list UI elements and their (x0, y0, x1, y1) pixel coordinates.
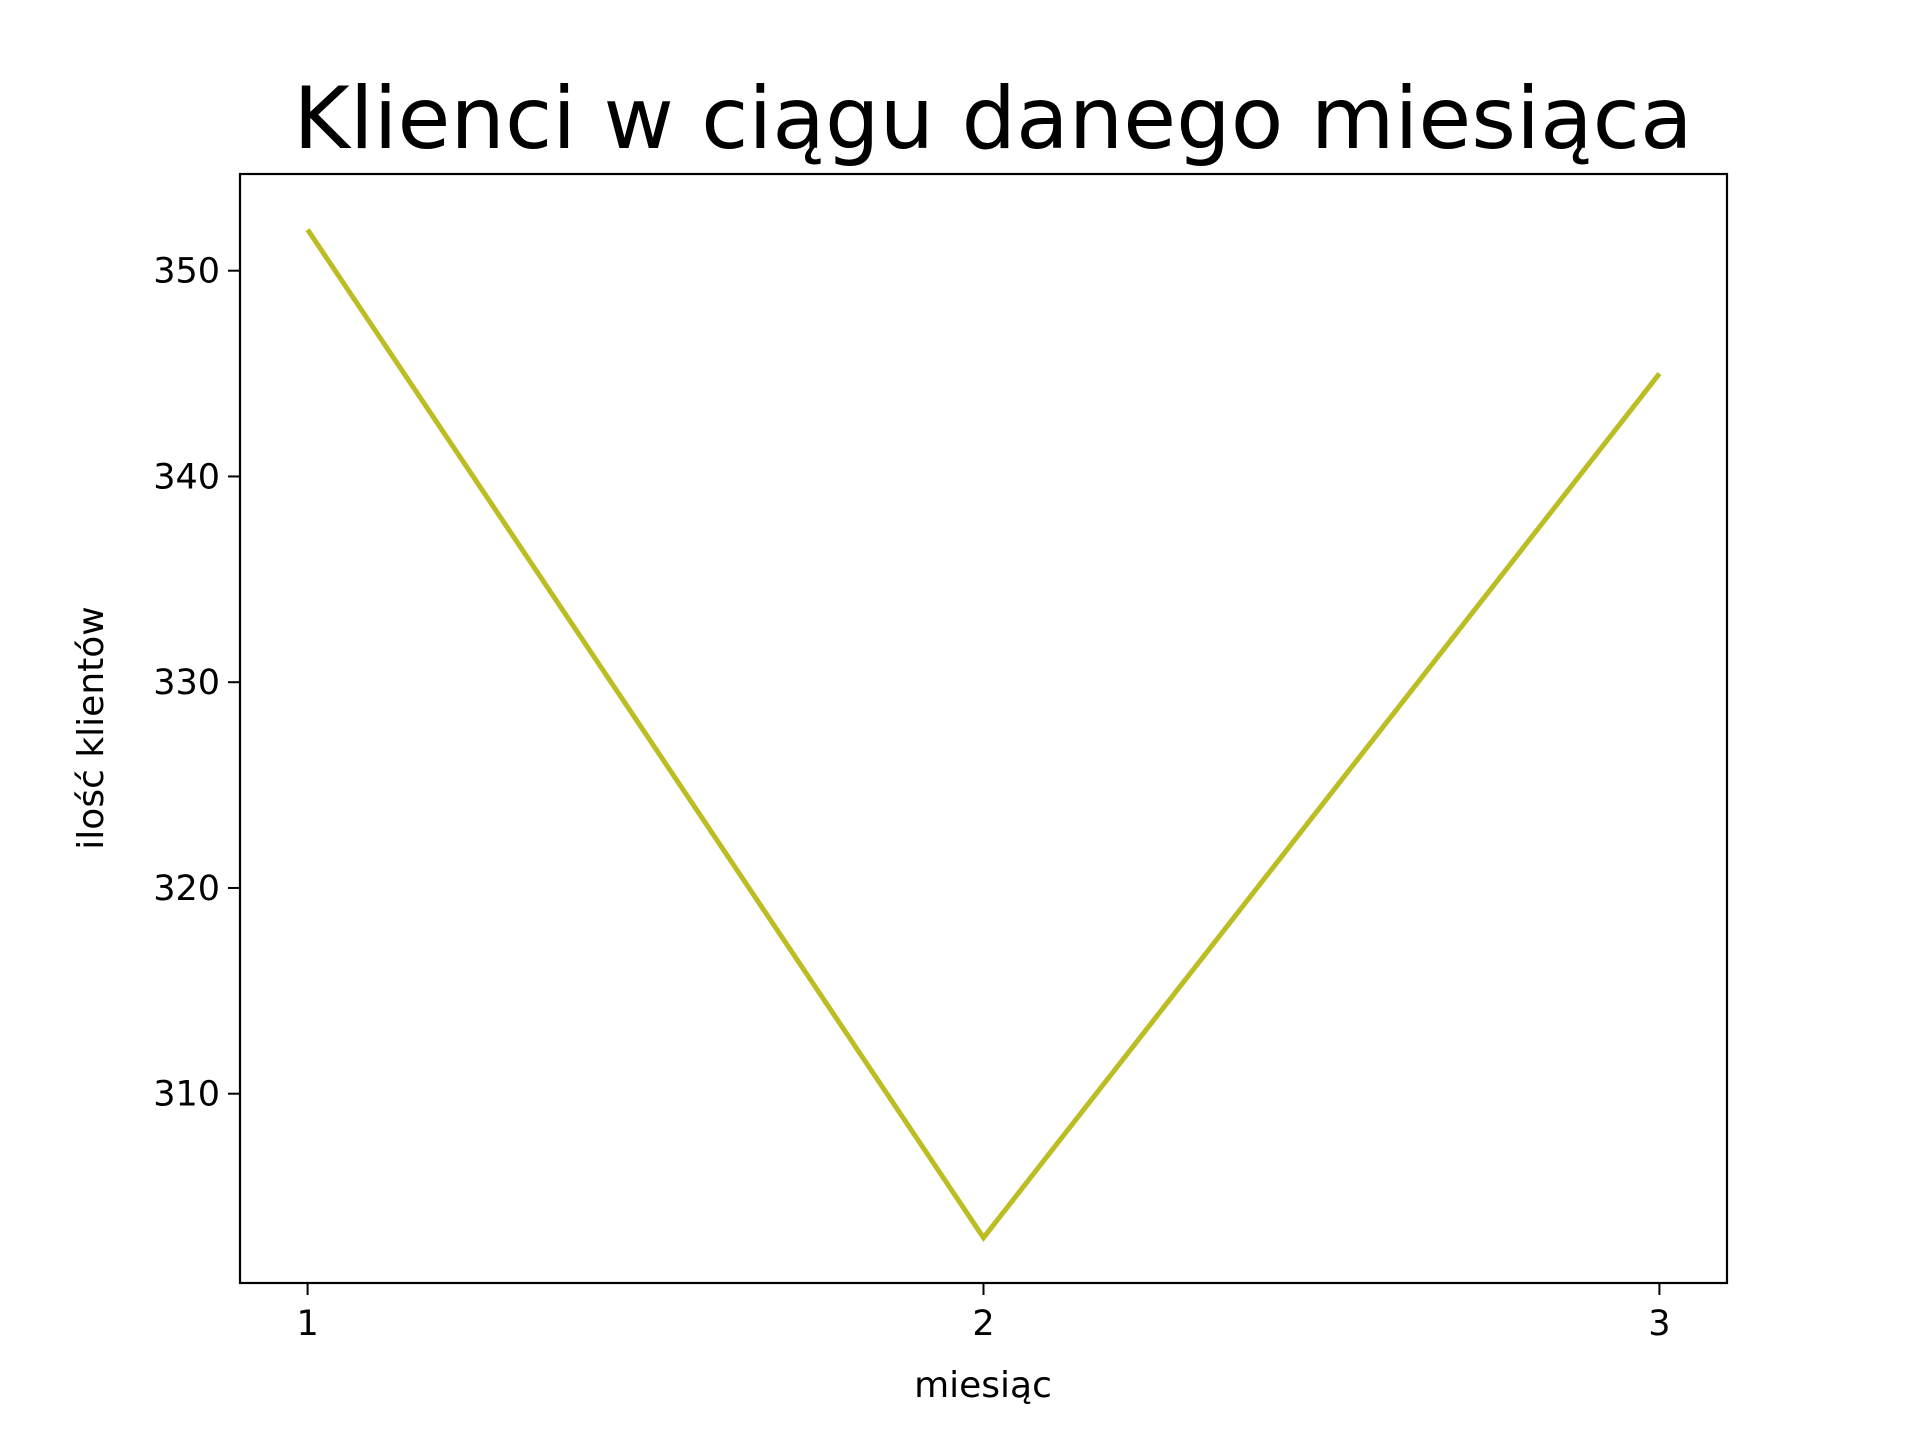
y-axis: 310 320 330 340 350 (153, 252, 240, 1115)
series-line (305, 228, 1662, 1242)
y-tick-label: 330 (153, 663, 220, 703)
y-tick-label: 320 (153, 869, 220, 909)
x-tick-label: 2 (972, 1304, 994, 1344)
plot-area (305, 228, 1662, 1242)
y-tick-label: 340 (153, 457, 220, 497)
x-tick-label: 1 (296, 1304, 318, 1344)
chart-title: Klienci w ciągu danego miesiąca (293, 69, 1692, 169)
y-tick-label: 310 (153, 1075, 220, 1115)
y-axis-label: ilość klientów (71, 606, 112, 849)
x-axis: 1 2 3 (296, 1283, 1671, 1344)
y-tick-label: 350 (153, 252, 220, 292)
x-tick-label: 3 (1648, 1304, 1670, 1344)
x-axis-label: miesiąc (914, 1365, 1052, 1406)
